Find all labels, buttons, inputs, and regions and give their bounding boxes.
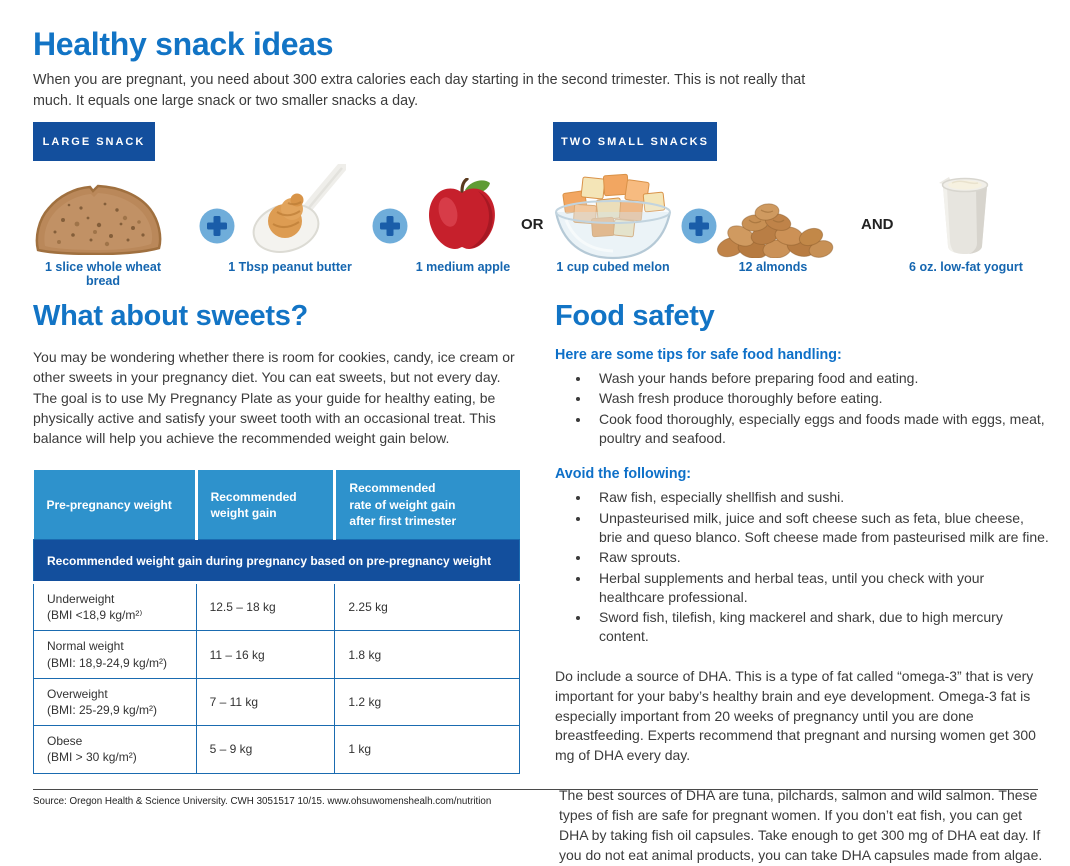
rate-cell: 1.2 kg bbox=[334, 677, 520, 727]
page-title: Healthy snack ideas bbox=[33, 26, 334, 62]
dha-paragraph-1: Do include a source of DHA. This is a ty… bbox=[555, 667, 1036, 764]
yogurt-caption: 6 oz. low-fat yogurt bbox=[909, 260, 1023, 274]
source-text: Source: Oregon Health & Science Universi… bbox=[33, 796, 492, 807]
snack-row: LARGE SNACK TWO SMALL SNACKS bbox=[0, 120, 1070, 290]
tip-item: Wash your hands before preparing food an… bbox=[591, 369, 1049, 388]
dha-paragraph-2: The best sources of DHA are tuna, pilcha… bbox=[559, 787, 1043, 863]
tip-item: Wash fresh produce thoroughly before eat… bbox=[591, 389, 1049, 408]
column-header-prepregnancy: Pre-pregnancy weight bbox=[33, 470, 197, 540]
large-snack-tag: LARGE SNACK bbox=[33, 122, 155, 161]
category-cell: Obese (BMI > 30 kg/m²) bbox=[33, 725, 197, 774]
peanut-butter-caption: 1 Tbsp peanut butter bbox=[228, 260, 352, 274]
table-title-row: Recommended weight gain during pregnancy… bbox=[33, 539, 520, 585]
peanut-butter-image bbox=[252, 162, 347, 256]
sweets-section: What about sweets? You may be wondering … bbox=[33, 300, 520, 774]
category-cell: Overweight (BMI: 25-29,9 kg/m²) bbox=[33, 677, 197, 727]
large-snack-label: LARGE SNACK bbox=[42, 135, 146, 148]
two-small-snacks-tag: TWO SMALL SNACKS bbox=[553, 122, 717, 161]
or-label: OR bbox=[521, 216, 544, 233]
tip-item: Cook food thoroughly, especially eggs an… bbox=[591, 410, 1049, 449]
bread-image bbox=[33, 180, 165, 256]
table-row: Overweight (BMI: 25-29,9 kg/m²) 7 – 11 k… bbox=[33, 677, 520, 727]
food-safety-section: Food safety Here are some tips for safe … bbox=[555, 300, 1049, 866]
and-label: AND bbox=[861, 216, 894, 233]
gain-cell: 12.5 – 18 kg bbox=[195, 582, 336, 632]
apple-image bbox=[423, 177, 501, 252]
avoid-item: Herbal supplements and herbal teas, unti… bbox=[591, 569, 1049, 608]
column-header-gain: Recommended weight gain bbox=[194, 470, 335, 540]
almonds-image bbox=[711, 202, 835, 259]
gain-cell: 7 – 11 kg bbox=[195, 677, 336, 727]
two-small-snacks-label: TWO SMALL SNACKS bbox=[561, 135, 709, 148]
sweets-paragraph: You may be wondering whether there is ro… bbox=[33, 349, 515, 447]
almonds-caption: 12 almonds bbox=[738, 260, 808, 274]
gain-cell: 5 – 9 kg bbox=[195, 725, 336, 774]
bread-caption: 1 slice whole wheat bread bbox=[44, 260, 161, 288]
avoid-item: Raw fish, especially shellfish and sushi… bbox=[591, 488, 1049, 507]
table-title: Recommended weight gain during pregnancy… bbox=[33, 539, 520, 585]
yogurt-image bbox=[936, 174, 994, 256]
rate-cell: 1 kg bbox=[334, 725, 520, 774]
avoid-list: Raw fish, especially shellfish and sushi… bbox=[555, 488, 1049, 647]
intro-text: When you are pregnant, you need about 30… bbox=[33, 72, 806, 110]
column-header-rate: Recommended rate of weight gain after fi… bbox=[333, 470, 520, 540]
rate-cell: 1.8 kg bbox=[334, 630, 520, 679]
melon-image bbox=[552, 170, 674, 260]
food-safety-heading: Food safety bbox=[555, 300, 715, 332]
table-row: Normal weight (BMI: 18,9-24,9 kg/m²) 11 … bbox=[33, 630, 520, 679]
avoid-item: Raw sprouts. bbox=[591, 548, 1049, 567]
plus-icon bbox=[199, 208, 235, 244]
footer-divider bbox=[33, 789, 1038, 790]
plus-icon bbox=[681, 208, 717, 244]
flyer-page: Healthy snack ideas When you are pregnan… bbox=[0, 0, 1070, 823]
weight-gain-table: Recommended weight gain during pregnancy… bbox=[33, 470, 520, 774]
plus-icon bbox=[372, 208, 408, 244]
rate-cell: 2.25 kg bbox=[334, 582, 520, 632]
gain-cell: 11 – 16 kg bbox=[195, 630, 336, 679]
tips-list: Wash your hands before preparing food an… bbox=[555, 369, 1049, 448]
melon-caption: 1 cup cubed melon bbox=[556, 260, 670, 274]
avoid-item: Sword fish, tilefish, king mackerel and … bbox=[591, 608, 1049, 647]
category-cell: Normal weight (BMI: 18,9-24,9 kg/m²) bbox=[33, 630, 197, 679]
avoid-item: Unpasteurised milk, juice and soft chees… bbox=[591, 509, 1049, 548]
table-row: Obese (BMI > 30 kg/m²) 5 – 9 kg 1 kg bbox=[33, 725, 520, 774]
category-cell: Underweight (BMI <18,9 kg/m²⁾ bbox=[33, 582, 197, 632]
sweets-heading: What about sweets? bbox=[33, 300, 308, 332]
table-header-row: Pre-pregnancy weight Recommended weight … bbox=[33, 470, 520, 540]
tips-heading: Here are some tips for safe food handlin… bbox=[555, 347, 842, 363]
apple-caption: 1 medium apple bbox=[415, 260, 511, 274]
avoid-heading: Avoid the following: bbox=[555, 466, 692, 483]
table-row: Underweight (BMI <18,9 kg/m²⁾ 12.5 – 18 … bbox=[33, 582, 520, 632]
